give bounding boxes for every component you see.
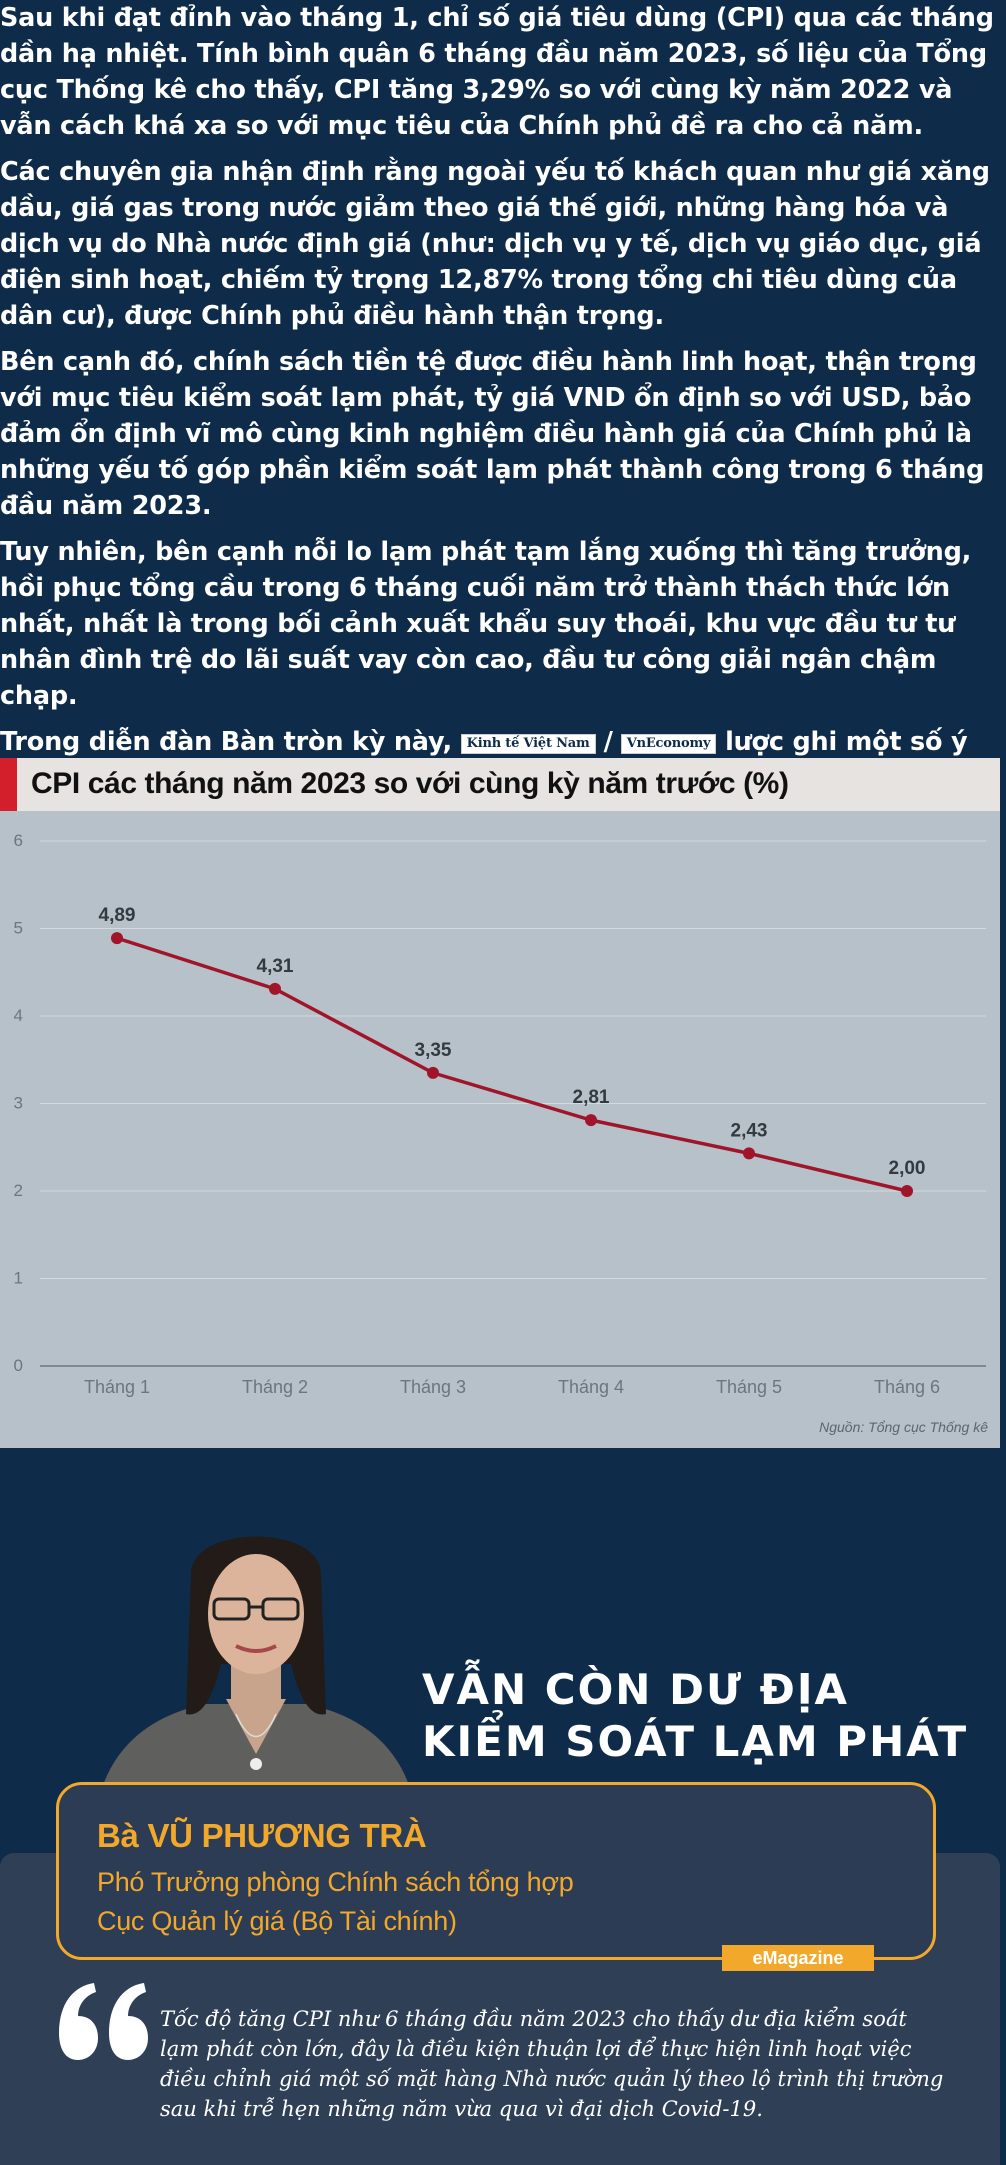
data-point	[269, 982, 281, 995]
article-body: Sau khi đạt đỉnh vào tháng 1, chỉ số giá…	[0, 0, 1000, 878]
data-point	[901, 1185, 913, 1197]
data-label: 3,35	[415, 1040, 452, 1061]
x-tick-label: Tháng 5	[716, 1377, 782, 1397]
data-label: 2,43	[731, 1120, 768, 1141]
paragraph-4: Tuy nhiên, bên cạnh nỗi lo lạm phát tạm …	[0, 537, 972, 711]
data-point	[111, 932, 123, 945]
kinh-te-viet-nam-logo[interactable]: Kinh tế Việt Nam	[460, 734, 596, 754]
headline-line-2: KIỂM SOÁT LẠM PHÁT	[422, 1717, 969, 1766]
x-tick-label: Tháng 1	[84, 1377, 150, 1397]
x-tick-label: Tháng 3	[400, 1377, 466, 1397]
y-tick-label: 4	[14, 1006, 23, 1025]
speaker-organization: Cục Quản lý giá (Bộ Tài chính)	[97, 1906, 457, 1936]
y-tick-label: 0	[14, 1356, 23, 1375]
data-point	[743, 1147, 755, 1160]
paragraph-3: Bên cạnh đó, chính sách tiền tệ được điề…	[0, 347, 985, 521]
data-point	[585, 1114, 597, 1127]
speaker-role: Phó Trưởng phòng Chính sách tổng hợp	[97, 1867, 574, 1897]
quote-text: Tốc độ tăng CPI như 6 tháng đầu năm 2023…	[160, 2007, 944, 2121]
data-label: 4,31	[257, 956, 294, 977]
quote-icon	[59, 1983, 148, 2060]
paragraph-5-intro: Trong diễn đàn Bàn tròn kỳ này,	[0, 727, 452, 757]
cpi-chart: CPI các tháng năm 2023 so với cùng kỳ nă…	[0, 758, 1000, 1448]
y-tick-label: 2	[14, 1181, 23, 1200]
y-tick-label: 6	[14, 831, 23, 850]
x-tick-label: Tháng 4	[558, 1377, 624, 1397]
x-tick-label: Tháng 2	[242, 1377, 308, 1397]
chart-header: CPI các tháng năm 2023 so với cùng kỳ nă…	[0, 758, 1000, 811]
chart-plot-area: 0 1 2 3 4 5 6 Tháng 1 Tháng 2 Tháng 3 Tháng 4 Tháng…	[14, 831, 986, 1397]
data-label: 2,00	[889, 1158, 926, 1179]
chart-source: Nguồn: Tổng cục Thống kê	[819, 1419, 988, 1435]
x-tick-label: Tháng 6	[874, 1377, 940, 1397]
chart-accent-bar	[0, 758, 17, 811]
headline-line-1: VẪN CÒN DƯ ĐỊA	[422, 1665, 849, 1714]
cpi-series-line	[116, 936, 908, 1193]
speaker-name: Bà VŨ PHƯƠNG TRÀ	[97, 1817, 427, 1854]
brand-separator: /	[603, 727, 613, 757]
y-tick-label: 5	[14, 919, 23, 938]
speaker-card: Bà VŨ PHƯƠNG TRÀ Phó Trưởng phòng Chính …	[56, 1782, 936, 1960]
vneconomy-logo[interactable]: VnEconomy	[620, 734, 717, 754]
y-tick-label: 1	[14, 1269, 23, 1288]
portrait-photo	[96, 1536, 416, 1814]
paragraph-1: Sau khi đạt đỉnh vào tháng 1, chỉ số giá…	[0, 3, 994, 141]
interview-headline: VẪN CÒN DƯ ĐỊA KIỂM SOÁT LẠM PHÁT	[422, 1664, 968, 1768]
data-point	[427, 1066, 439, 1079]
y-tick-label: 3	[14, 1094, 23, 1113]
emagazine-badge: eMagazine	[722, 1945, 874, 1971]
chart-title: CPI các tháng năm 2023 so với cùng kỳ nă…	[31, 767, 789, 800]
data-label: 2,81	[573, 1087, 610, 1108]
data-label: 4,89	[99, 905, 136, 926]
paragraph-2: Các chuyên gia nhận định rằng ngoài yếu …	[0, 157, 990, 331]
